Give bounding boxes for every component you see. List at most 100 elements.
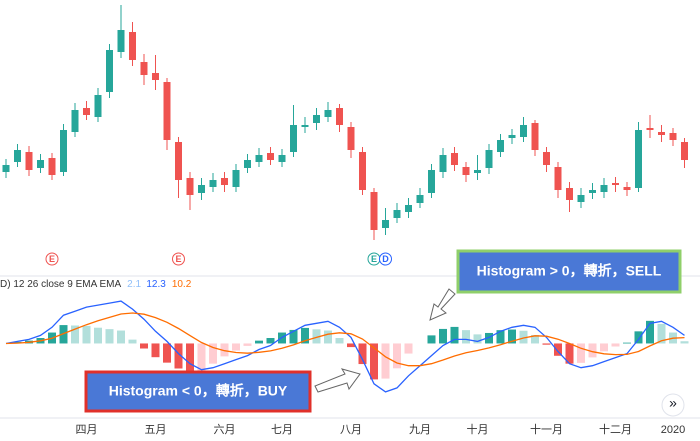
histogram-bar [611, 343, 620, 347]
histogram-bar [600, 343, 608, 352]
candle-body [485, 150, 493, 168]
histogram-bar [174, 343, 183, 369]
candle-body [347, 127, 355, 150]
indicator-legend-value: 12.3 [146, 279, 166, 290]
candle-body [175, 142, 182, 180]
candle-body [589, 190, 596, 193]
histogram-bar [117, 330, 125, 344]
candle-body [14, 150, 21, 162]
candle-body [543, 152, 550, 165]
candle-body [37, 160, 44, 168]
histogram-bar [358, 343, 367, 365]
histogram-bar [439, 328, 447, 344]
candle-body [658, 132, 665, 135]
candle-body [554, 167, 562, 190]
histogram-bar [646, 320, 654, 344]
candle-body [635, 130, 642, 188]
histogram-bar [519, 330, 528, 344]
histogram-bar [508, 329, 516, 344]
histogram-bar [565, 343, 574, 364]
event-marker-label: E [175, 254, 181, 264]
candle-body [71, 110, 79, 132]
sell-annotation: Histogram > 0，轉折，SELL [429, 249, 682, 321]
histogram-bar [232, 343, 240, 351]
histogram-bar [243, 343, 252, 346]
histogram-bar [140, 343, 148, 349]
candle-body [393, 210, 401, 218]
annotation-text: Histogram < 0，轉折，BUY [109, 383, 288, 399]
histogram-bar [370, 343, 378, 380]
histogram-bar [163, 343, 171, 363]
candle-body [290, 125, 297, 152]
candle-body [117, 30, 125, 52]
candle-body [324, 110, 332, 117]
candle-body [359, 152, 366, 190]
event-marker [379, 252, 392, 266]
annotation-box [84, 370, 312, 413]
candle-body [474, 170, 481, 173]
buy-annotation: Histogram < 0，轉折，BUY [84, 368, 361, 413]
candle-body [244, 160, 251, 168]
candle-body [313, 115, 320, 123]
candle-body [577, 195, 585, 202]
candle-body [60, 130, 67, 172]
candle-body [301, 125, 309, 127]
candle-body [566, 188, 573, 200]
histogram-bar [209, 343, 217, 364]
candle-body [186, 178, 194, 195]
candle-body [2, 165, 10, 172]
histogram-bar [312, 329, 321, 344]
histogram-bar [71, 325, 79, 344]
x-tick-label: 十二月 [599, 422, 632, 436]
candle-body [600, 185, 608, 192]
histogram-bar [255, 340, 263, 344]
annotation-arrow [429, 288, 456, 321]
macd-line [5, 300, 685, 393]
histogram-bar [347, 343, 355, 348]
histogram-bar [634, 331, 643, 344]
histogram-bar [462, 330, 470, 344]
histogram-bar [151, 343, 160, 358]
candle-body [255, 155, 263, 162]
scroll-button-circle[interactable] [661, 393, 685, 417]
event-marker-label: E [49, 254, 55, 264]
histogram-bar [404, 343, 413, 354]
candle-body [152, 73, 159, 80]
time-axis: 四月 五月 六月 七月 八月 九月 十月 十一月 十二月 2020 [76, 422, 686, 436]
candle-body [198, 185, 205, 193]
macd-line [5, 312, 685, 367]
x-tick-label: 七月 [271, 423, 293, 436]
histogram-bar [623, 342, 631, 344]
candle-body [612, 183, 619, 185]
histogram-bar [186, 343, 194, 372]
indicator-legend-value: 10.2 [172, 279, 192, 290]
histogram-bar [496, 330, 505, 344]
candle-body [508, 135, 516, 138]
histogram-bar [473, 334, 482, 344]
histogram-bar [680, 341, 689, 344]
candle-body [209, 180, 217, 187]
candle-body [370, 192, 378, 230]
histogram-bar [393, 343, 401, 369]
histogram-bar [335, 338, 344, 344]
candle-body [669, 133, 677, 140]
histogram-bar [266, 338, 275, 344]
indicator-legend-value: 2.1 [127, 279, 141, 290]
indicator-legend: D) 12 26 close 9 EMA EMA 2.1 12.3 10.2 [0, 279, 192, 290]
candle-body [531, 123, 539, 150]
scroll-button-label[interactable]: » [669, 395, 677, 411]
candle-body [439, 155, 447, 172]
candle-body [405, 205, 412, 212]
x-tick-label: 四月 [76, 424, 98, 436]
scroll-button[interactable]: » [661, 393, 685, 417]
histogram-bar [94, 327, 102, 344]
histogram-bar [105, 329, 114, 344]
candle-body [681, 142, 688, 160]
histogram-bar [427, 335, 436, 344]
candle-body [140, 62, 148, 75]
annotation-text: Histogram > 0，轉折，SELL [477, 263, 662, 279]
candle-body [106, 50, 113, 92]
candle-body [336, 108, 343, 125]
candle-body [232, 170, 240, 187]
